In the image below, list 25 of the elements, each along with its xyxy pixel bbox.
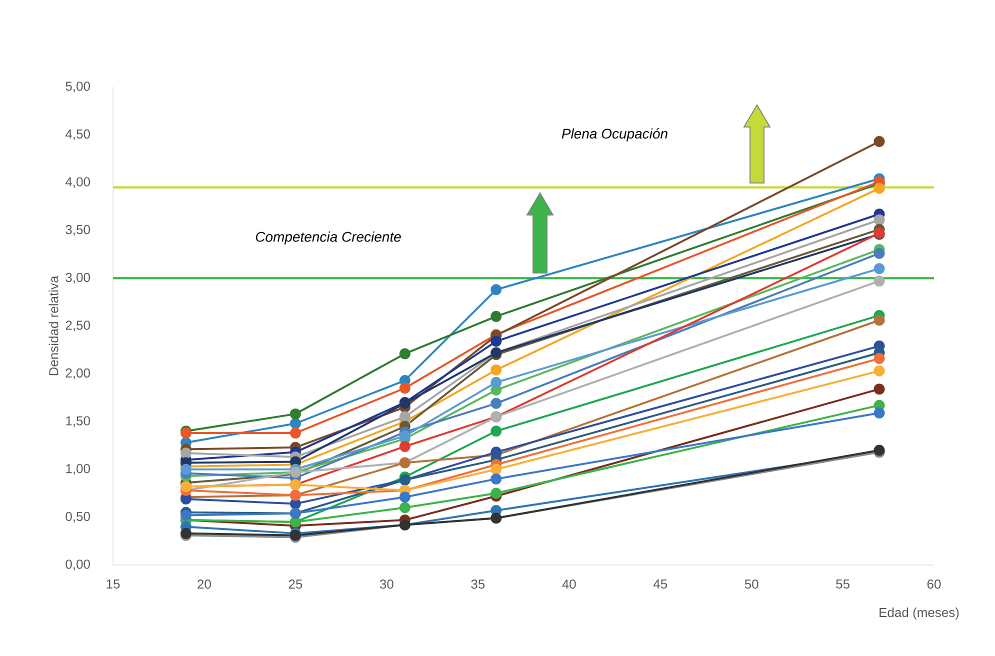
annotation: Plena Ocupación [562, 128, 668, 142]
y-tick-label: 2,00 [66, 368, 90, 380]
x-tick-label: 15 [106, 580, 120, 589]
y-tick-label: 0,50 [66, 512, 90, 523]
y-tick-label: 1,50 [66, 416, 90, 427]
x-tick-label: 40 [562, 580, 576, 589]
y-axis-title: Densidad relativa [48, 276, 58, 376]
y-tick-label: 4,50 [65, 129, 90, 140]
y-tick-label: 5,00 [66, 82, 90, 92]
x-tick-label: 20 [198, 580, 211, 589]
x-tick-label: 35 [471, 580, 485, 589]
y-tick-label: 3,50 [66, 225, 90, 236]
x-tick-label: 30 [380, 580, 394, 589]
x-tick-label: 45 [653, 580, 668, 589]
y-tick-label: 2,50 [66, 320, 90, 332]
y-tick-label: 4,00 [65, 177, 90, 188]
y-tick-label: 3,00 [66, 272, 90, 284]
x-tick-label: 25 [288, 580, 302, 589]
x-axis-title: Edad (meses) [880, 608, 959, 620]
y-tick-label: 1,00 [66, 464, 90, 475]
y-tick-label: 0,00 [66, 560, 90, 570]
x-tick-label: 50 [744, 580, 758, 589]
x-tick-label: 55 [836, 580, 850, 589]
x-tick-label: 60 [927, 580, 941, 589]
annotation: Competencia Creciente [256, 232, 401, 245]
